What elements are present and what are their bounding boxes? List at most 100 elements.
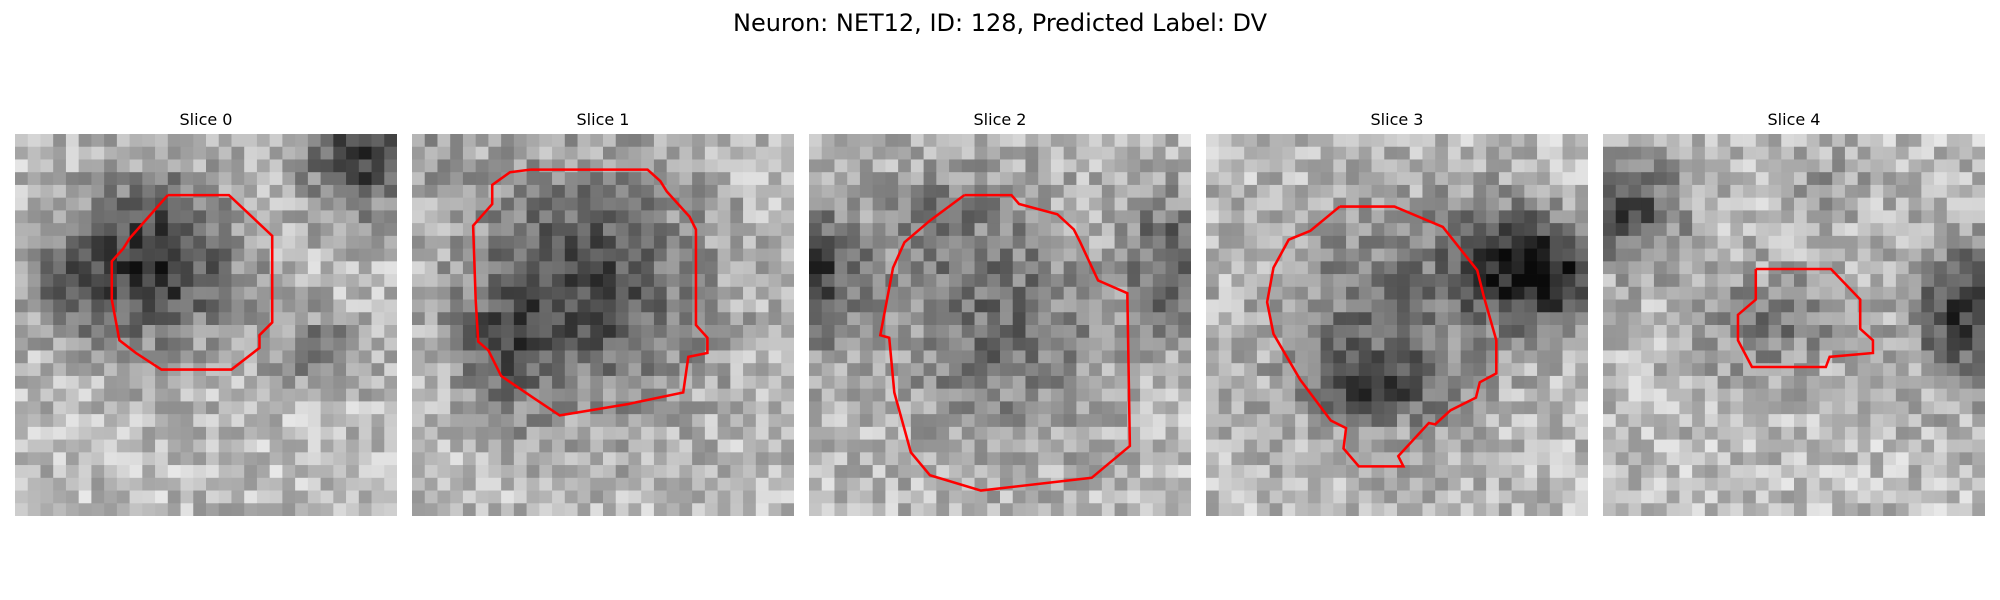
pixel-cell [1498,452,1512,466]
pixel-cell [1870,134,1884,148]
pixel-cell [15,439,29,453]
pixel-cell [384,375,397,390]
pixel-cell [180,223,194,237]
pixel-cell [1628,325,1642,339]
pixel-cell [462,172,477,186]
pixel-cell [320,146,334,160]
pixel-cell [1358,337,1372,351]
pixel-cell [244,184,258,199]
pixel-cell [193,312,207,326]
pixel-cell [1371,325,1385,339]
pixel-cell [1307,388,1321,402]
pixel-cell [78,261,92,275]
pixel-cell [1806,465,1820,479]
pixel-cell [1934,465,1948,479]
pixel-cell [1050,477,1065,491]
pixel-cell [1256,350,1271,364]
pixel-cell [1127,159,1141,173]
pixel-cell [91,439,105,453]
pixel-cell [1050,159,1065,173]
pixel-cell [1076,465,1090,479]
pixel-cell [1295,299,1309,313]
pixel-cell [1231,477,1245,491]
pixel-cell [743,414,757,428]
pixel-cell [1679,159,1693,173]
pixel-cell [193,490,207,504]
pixel-cell [1422,465,1436,479]
pixel-cell [1295,210,1309,224]
pixel-cell [1152,261,1166,275]
pixel-cell [462,490,477,504]
pixel-cell [679,274,693,288]
pixel-cell [155,146,169,160]
pixel-cell [412,312,426,326]
pixel-cell [1959,312,1973,326]
pixel-cell [462,325,477,339]
pixel-cell [295,490,309,504]
pixel-cell [1883,184,1897,199]
pixel-cell [1101,146,1115,160]
pixel-cell [424,452,438,466]
pixel-cell [1895,503,1909,516]
pixel-cell [910,172,924,186]
pixel-cell [256,223,271,237]
pixel-cell [1244,146,1258,160]
pixel-cell [1857,172,1871,186]
pixel-cell [1730,261,1744,275]
pixel-cell [1358,210,1372,224]
pixel-cell [781,426,794,440]
pixel-cell [1768,274,1782,288]
pixel-cell [65,465,80,479]
pixel-cell [371,312,385,326]
pixel-cell [809,184,823,199]
pixel-cell [1692,146,1706,160]
pixel-cell [615,312,629,326]
pixel-cell [1730,210,1744,224]
pixel-cell [1244,465,1258,479]
pixel-cell [282,401,296,415]
pixel-cell [424,146,438,160]
pixel-cell [885,184,899,199]
pixel-cell [1768,375,1782,390]
pixel-cell [590,261,604,275]
pixel-cell [821,452,835,466]
pixel-cell [256,172,271,186]
pixel-cell [1717,184,1731,199]
pixel-cell [1972,401,1985,415]
pixel-cell [755,159,769,173]
pixel-cell [936,146,950,160]
pixel-cell [1218,503,1232,516]
pixel-cell [206,375,220,390]
pixel-cell [898,490,912,504]
pixel-cell [603,477,617,491]
pixel-cell [307,490,321,504]
pixel-cell [1562,350,1576,364]
pixel-cell [320,465,334,479]
pixel-cell [1628,159,1642,173]
pixel-cell [1498,172,1512,186]
pixel-cell [462,414,477,428]
pixel-cell [615,426,629,440]
pixel-cell [358,477,372,491]
pixel-cell [501,401,515,415]
pixel-cell [974,223,988,237]
pixel-cell [218,388,232,402]
pixel-cell [1333,146,1347,160]
pixel-cell [1371,401,1385,415]
pixel-cell [116,134,130,148]
pixel-cell [692,401,706,415]
pixel-cell [1282,439,1296,453]
pixel-cell [974,274,988,288]
pixel-cell [501,465,515,479]
pixel-cell [218,426,232,440]
pixel-cell [256,503,271,516]
pixel-cell [847,274,861,288]
pixel-cell [1921,325,1935,339]
pixel-cell [1076,325,1090,339]
pixel-cell [1806,439,1820,453]
pixel-cell [1460,274,1474,288]
pixel-cell [437,146,451,160]
pixel-cell [1895,401,1909,415]
pixel-cell [1244,312,1258,326]
pixel-cell [104,465,118,479]
